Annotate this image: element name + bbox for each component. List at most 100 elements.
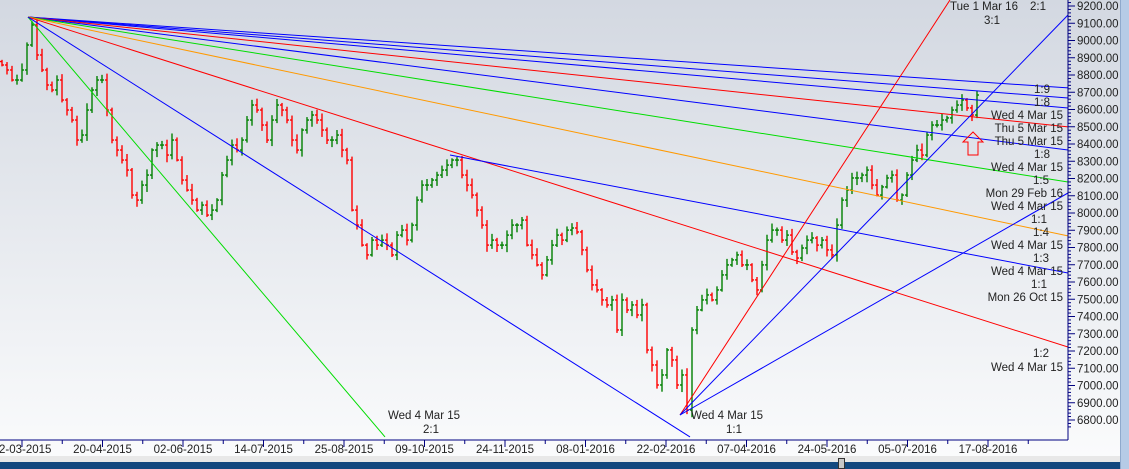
price-bar bbox=[170, 133, 174, 160]
price-bar bbox=[135, 191, 139, 207]
price-bar bbox=[65, 98, 69, 116]
price-bar bbox=[800, 244, 804, 262]
price-bar bbox=[110, 107, 114, 144]
y-tick-label: 6800.00 bbox=[1077, 415, 1119, 427]
price-bar bbox=[775, 227, 779, 236]
horizontal-scroll-track[interactable] bbox=[0, 456, 1120, 462]
y-tick-label: 8200.00 bbox=[1077, 174, 1119, 186]
annotation-ratio: 1:5 bbox=[1033, 175, 1049, 187]
price-bar bbox=[875, 179, 879, 197]
price-bar bbox=[445, 159, 449, 177]
price-bar bbox=[535, 248, 539, 267]
annotation-ratio: 1:4 bbox=[1033, 227, 1049, 239]
price-bar bbox=[325, 127, 329, 144]
price-bar bbox=[300, 128, 304, 157]
price-bar bbox=[275, 98, 279, 124]
price-bar bbox=[510, 219, 514, 240]
annotation-ratio: 2:1 bbox=[1030, 1, 1046, 13]
price-bar bbox=[725, 258, 729, 280]
price-bar bbox=[10, 65, 14, 82]
price-bar bbox=[125, 154, 129, 177]
price-bar bbox=[185, 175, 189, 192]
price-bar bbox=[370, 236, 374, 257]
price-bar bbox=[415, 196, 419, 231]
x-tick-label: 02-03-2015 bbox=[0, 444, 51, 456]
x-tick-label: 22-02-2016 bbox=[637, 444, 696, 456]
y-tick-label: 7100.00 bbox=[1077, 363, 1119, 375]
price-bar bbox=[955, 100, 959, 113]
price-bar bbox=[100, 74, 104, 84]
price-bar bbox=[295, 134, 299, 154]
price-bar bbox=[750, 263, 754, 283]
y-tick-label: 7800.00 bbox=[1077, 243, 1119, 255]
scroll-thumb[interactable] bbox=[838, 458, 845, 469]
price-bar bbox=[645, 302, 649, 354]
gann-fan-lines bbox=[27, 0, 1068, 438]
price-bar bbox=[830, 244, 834, 259]
price-bar bbox=[475, 192, 479, 217]
price-bar bbox=[345, 147, 349, 165]
price-bar bbox=[320, 113, 324, 137]
y-tick-label: 8000.00 bbox=[1077, 208, 1119, 220]
price-bar bbox=[795, 249, 799, 265]
price-bar bbox=[870, 165, 874, 190]
price-bar bbox=[160, 140, 164, 150]
price-bar bbox=[625, 297, 629, 314]
price-bar bbox=[280, 102, 284, 117]
price-bar bbox=[335, 130, 339, 145]
annotation-date: Wed 4 Mar 15 bbox=[990, 110, 1063, 122]
annotation-ratio: 1:1 bbox=[1031, 214, 1047, 226]
price-bar bbox=[710, 292, 714, 302]
price-bar bbox=[470, 178, 474, 199]
price-bar bbox=[630, 301, 634, 317]
y-tick-label: 9200.00 bbox=[1077, 1, 1119, 13]
y-tick-label: 6900.00 bbox=[1077, 398, 1119, 410]
price-bar bbox=[190, 183, 194, 205]
price-bar bbox=[580, 229, 584, 256]
x-tick-label: 25-08-2015 bbox=[315, 444, 374, 456]
annotation-date: Wed 4 Mar 15 bbox=[990, 240, 1063, 252]
price-bar bbox=[670, 346, 674, 367]
gann-line bbox=[679, 0, 951, 416]
y-tick-label: 8900.00 bbox=[1077, 53, 1119, 65]
price-bar bbox=[920, 143, 924, 161]
price-bar bbox=[610, 295, 614, 311]
price-bar bbox=[30, 21, 34, 47]
price-bar bbox=[590, 265, 594, 291]
annotation-date: Wed 4 Mar 15 bbox=[388, 410, 461, 422]
price-bar bbox=[485, 220, 489, 252]
chart-background bbox=[0, 0, 1120, 456]
price-bar bbox=[195, 197, 199, 212]
x-tick-label: 09-10-2015 bbox=[395, 444, 454, 456]
price-bar bbox=[220, 171, 224, 206]
price-bar bbox=[565, 226, 569, 243]
price-bar bbox=[855, 171, 859, 186]
gann-line bbox=[27, 16, 1068, 151]
price-bar bbox=[745, 259, 749, 271]
price-bar bbox=[965, 98, 969, 111]
price-bar bbox=[115, 136, 119, 157]
gann-line bbox=[27, 16, 386, 438]
price-bar bbox=[460, 155, 464, 179]
price-bar bbox=[970, 104, 974, 122]
price-bar bbox=[925, 132, 929, 158]
x-tick-label: 07-04-2016 bbox=[717, 444, 776, 456]
price-bar bbox=[555, 228, 559, 247]
price-bar bbox=[640, 298, 644, 322]
price-bar bbox=[755, 276, 759, 296]
price-bar bbox=[130, 167, 134, 199]
price-bar bbox=[425, 179, 429, 191]
price-bar bbox=[25, 42, 29, 75]
vertical-scrollbar[interactable] bbox=[1120, 0, 1129, 469]
price-bar bbox=[650, 346, 654, 372]
horizontal-scrollbar[interactable] bbox=[0, 462, 1120, 469]
price-bar bbox=[680, 369, 684, 393]
price-bar bbox=[570, 223, 574, 236]
price-bar bbox=[120, 145, 124, 164]
y-tick-label: 8800.00 bbox=[1077, 70, 1119, 82]
price-bar bbox=[890, 170, 894, 183]
price-bar bbox=[585, 246, 589, 273]
price-bar bbox=[465, 169, 469, 192]
price-bar bbox=[305, 117, 309, 134]
annotation-date: Thu 5 Mar 15 bbox=[994, 136, 1063, 148]
